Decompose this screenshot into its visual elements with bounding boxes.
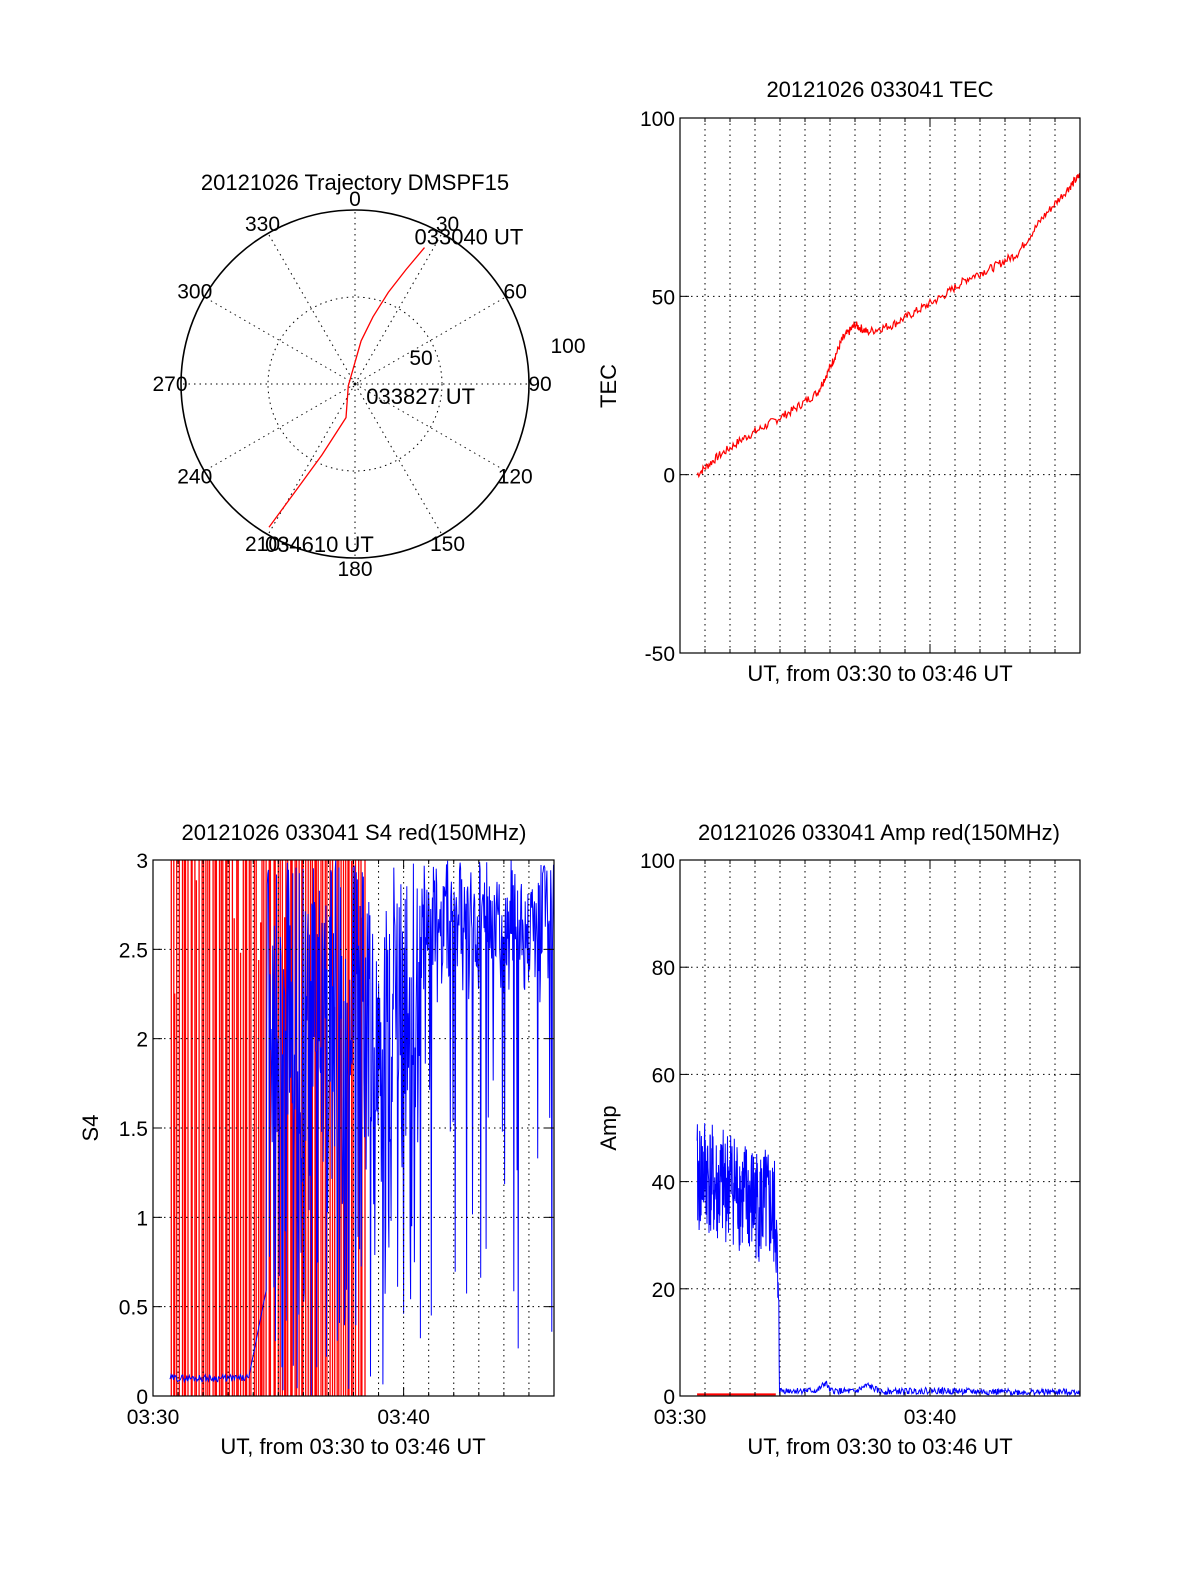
tec-frame [679, 117, 1081, 654]
y-tick-label: 80 [652, 957, 675, 980]
trajectory-series [268, 247, 425, 528]
polar-spoke [354, 383, 443, 535]
amp-y-label: Amp [596, 1105, 621, 1150]
polar-angle-label: 150 [430, 533, 465, 556]
y-tick-label: 60 [652, 1064, 675, 1087]
polar-angle-label: 210 [245, 533, 280, 556]
s4-x-label: UT, from 03:30 to 03:46 UT [220, 1434, 485, 1459]
polar-spoke [204, 296, 356, 385]
y-tick-label: 2.5 [119, 939, 148, 962]
polar-spoke [267, 383, 356, 535]
polar-outer-circle [180, 209, 530, 559]
amp-x-label: UT, from 03:30 to 03:46 UT [747, 1434, 1012, 1459]
x-tick-label: 03:40 [904, 1406, 957, 1429]
y-tick-label: 3 [136, 850, 148, 873]
amp-series [696, 1123, 1080, 1397]
x-tick-label: 03:40 [377, 1406, 430, 1429]
trajectory-annotations: 033040 UT 033827 UT 034610 UT [265, 225, 523, 558]
y-tick-label: 2 [136, 1029, 148, 1052]
polar-ring-50 [267, 296, 443, 472]
y-tick-label: 1 [136, 1207, 148, 1230]
trajectory-line [268, 247, 425, 528]
polar-grid [180, 209, 530, 559]
polar-center-ring [351, 380, 359, 388]
y-tick-label: 100 [640, 850, 675, 873]
y-tick-label: 50 [652, 286, 675, 309]
amp-x-ticks: 03:30 03:40 [654, 1406, 957, 1429]
polar-angle-label: 120 [498, 466, 533, 489]
tec-grid [680, 118, 1080, 653]
tec-y-label: TEC [596, 364, 621, 408]
y-tick-label: 0 [663, 1386, 675, 1409]
tec-series [696, 173, 1081, 479]
polar-angle-label: 30 [436, 213, 459, 236]
s4-y-label: S4 [78, 1115, 103, 1142]
polar-angle-label: 60 [504, 281, 527, 304]
x-tick-label: 03:30 [654, 1406, 707, 1429]
y-tick-label: 20 [652, 1279, 675, 1302]
tec-chart: 20121026 033041 TEC -50 0 50 100 TEC UT, fr… [596, 77, 1081, 686]
polar-radial-labels: 50 100 [409, 335, 585, 370]
x-tick-label: 03:30 [127, 1406, 180, 1429]
y-tick-label: 40 [652, 1172, 675, 1195]
y-tick-label: 100 [640, 108, 675, 131]
polar-radial-label: 100 [550, 335, 585, 358]
amp-y-ticks: 0 20 40 60 80 100 [640, 850, 1081, 1409]
polar-spoke [354, 383, 506, 472]
polar-radial-label: 50 [409, 347, 432, 370]
y-tick-label: 0.5 [119, 1297, 148, 1320]
polar-angle-labels: 0 30 60 90 120 150 180 210 240 270 300 330 [152, 188, 551, 581]
polar-spoke [354, 233, 443, 385]
s4-chart: 20121026 033041 S4 red(150MHz) 0 0.5 1 1.5 2… [78, 820, 555, 1459]
trajectory-polar-chart: 20121026 Trajectory DMSPF15 0 30 60 90 120 15… [152, 170, 585, 581]
tec-x-label: UT, from 03:30 to 03:46 UT [747, 661, 1012, 686]
polar-angle-label: 0 [349, 188, 361, 211]
polar-angle-label: 90 [528, 373, 551, 396]
polar-angle-label: 270 [152, 373, 187, 396]
y-tick-label: 0 [136, 1386, 148, 1409]
amp-title: 20121026 033041 Amp red(150MHz) [698, 820, 1060, 845]
polar-spoke [204, 383, 356, 472]
polar-spoke [354, 296, 506, 385]
amp-chart: 20121026 033041 Amp red(150MHz) 0 20 40 60 8… [596, 820, 1081, 1459]
polar-angle-label: 240 [177, 466, 212, 489]
y-tick-label: 0 [663, 465, 675, 488]
amp-blue-series [696, 1123, 1080, 1397]
amp-grid [680, 860, 1080, 1396]
trajectory-time-label: 034610 UT [265, 532, 374, 557]
trajectory-time-label: 033827 UT [366, 384, 475, 409]
s4-title: 20121026 033041 S4 red(150MHz) [182, 820, 527, 845]
tec-y-ticks: -50 0 50 100 [640, 108, 1081, 666]
y-tick-label: -50 [645, 643, 675, 666]
trajectory-time-label: 033040 UT [415, 225, 524, 250]
s4-grid [153, 860, 554, 1396]
polar-title: 20121026 Trajectory DMSPF15 [201, 170, 509, 195]
polar-angle-label: 180 [337, 558, 372, 581]
amp-frame [679, 859, 1081, 1397]
s4-y-ticks: 0 0.5 1 1.5 2 2.5 3 [119, 850, 555, 1409]
polar-angle-label: 330 [245, 213, 280, 236]
tec-line [696, 173, 1081, 479]
polar-angle-label: 300 [177, 281, 212, 304]
s4-x-ticks: 03:30 03:40 [127, 1406, 430, 1429]
y-tick-label: 1.5 [119, 1118, 148, 1141]
s4-blue-series [169, 860, 555, 1396]
tec-title: 20121026 033041 TEC [766, 77, 993, 102]
polar-spoke [267, 233, 356, 385]
